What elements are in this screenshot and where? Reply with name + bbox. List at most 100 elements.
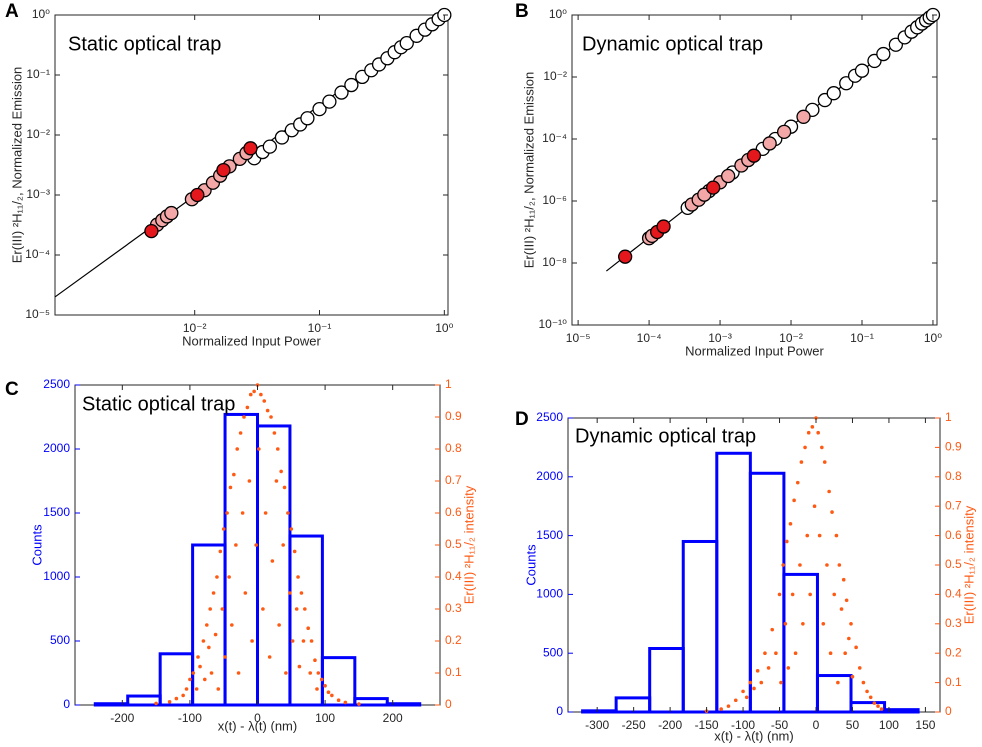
data-point xyxy=(344,77,359,93)
scatter-dot xyxy=(289,527,294,531)
scatter-dot xyxy=(837,563,842,567)
y-tick-label: 10⁻⁴ xyxy=(542,131,567,145)
scatter-dot xyxy=(250,639,254,643)
scatter-dot xyxy=(254,543,258,547)
scatter-dot xyxy=(308,671,313,675)
data-point xyxy=(876,46,891,62)
y-tick-label: 2000 xyxy=(536,469,563,483)
scatter-dot xyxy=(817,533,822,538)
x-tick-label: -50 xyxy=(771,718,789,732)
scatter-dot xyxy=(262,399,267,403)
y-tick-label: 10⁻² xyxy=(26,127,50,141)
scatter-dot xyxy=(719,707,723,711)
y-tick-label: 10⁻² xyxy=(543,69,567,83)
scatter-dot xyxy=(843,651,847,655)
scatter-dot xyxy=(211,591,216,595)
scatter-dot xyxy=(847,636,851,641)
scatter-dot xyxy=(798,563,802,567)
x-tick-label: -150 xyxy=(695,718,719,732)
histogram-bar xyxy=(320,656,357,707)
scatter-dot xyxy=(872,701,877,705)
scatter-dot xyxy=(336,698,341,702)
y-tick-label: 10⁻³ xyxy=(26,187,50,201)
y-tick-label: 500 xyxy=(543,645,563,659)
data-point xyxy=(746,148,762,163)
scatter-dot xyxy=(836,680,840,685)
scatter-dot xyxy=(223,655,227,659)
scatter-dot xyxy=(733,698,738,703)
scatter-dot xyxy=(830,510,834,514)
scatter-dot xyxy=(265,408,270,413)
scatter-dot xyxy=(286,511,290,515)
y2-tick-label: 0 xyxy=(945,704,952,718)
y2-tick-label: 0.5 xyxy=(445,537,462,551)
scatter-dot xyxy=(316,671,321,675)
y2-tick-label: 0.3 xyxy=(945,616,962,630)
scatter-dot xyxy=(793,651,798,655)
scatter-dot xyxy=(208,607,212,611)
scatter-dot xyxy=(174,696,179,701)
scatter-dot xyxy=(788,522,793,526)
scatter-dot xyxy=(313,658,317,662)
y2-axis-label: Er(III) ²H₁₁/₂ intensity xyxy=(961,505,976,624)
y-tick-label: 2000 xyxy=(43,441,70,455)
scatter-dot xyxy=(213,632,218,637)
y-tick-label: 10⁻⁸ xyxy=(542,255,567,269)
scatter-dot xyxy=(777,592,782,597)
scatter-dot xyxy=(221,527,226,531)
data-point xyxy=(190,187,205,203)
y2-tick-label: 0.4 xyxy=(445,569,462,583)
x-tick-label: 0 xyxy=(254,711,261,725)
scatter-dot xyxy=(216,687,221,691)
scatter-dot xyxy=(879,707,884,711)
scatter-dot xyxy=(297,664,302,669)
scatter-dot xyxy=(274,479,279,483)
x-tick-label: 10⁻⁵ xyxy=(566,331,591,345)
scatter-dot xyxy=(752,686,756,691)
scatter-dot xyxy=(839,607,844,611)
panel-label: C xyxy=(5,379,19,400)
y2-tick-label: 0.4 xyxy=(945,587,962,601)
scatter-dot xyxy=(261,607,265,611)
scatter-dot xyxy=(209,671,214,675)
scatter-dot xyxy=(207,645,211,650)
y2-tick-label: 0 xyxy=(445,697,452,711)
scatter-dot xyxy=(270,559,275,563)
x-tick-label: 10⁰ xyxy=(435,321,453,335)
scatter-dot xyxy=(759,680,764,685)
annotation: Static optical trap xyxy=(68,33,221,55)
histogram-bar xyxy=(815,674,853,714)
x-tick-label: 10⁰ xyxy=(924,331,942,345)
y2-tick-label: 0.8 xyxy=(945,469,962,483)
x-tick-label: 50 xyxy=(846,718,860,732)
y2-tick-label: 0.6 xyxy=(445,505,462,519)
y-axis-label: Er(III) ²H₁₁/₂, Normalized Emission xyxy=(9,67,24,264)
histogram-bar xyxy=(385,702,422,707)
x-tick-label: 100 xyxy=(879,718,899,732)
histogram-bar xyxy=(883,708,920,714)
scatter-dot xyxy=(319,677,324,682)
y-tick-label: 10⁰ xyxy=(32,7,50,21)
y2-tick-label: 0.9 xyxy=(945,440,962,454)
y2-tick-label: 0.3 xyxy=(445,601,462,615)
scatter-dot xyxy=(326,690,331,694)
scatter-dot xyxy=(188,677,192,682)
data-point xyxy=(312,101,327,117)
scatter-dot xyxy=(726,704,731,708)
x-tick-label: 10⁻² xyxy=(779,331,803,345)
data-point xyxy=(796,109,811,124)
scatter-dot xyxy=(201,639,206,643)
scatter-dot xyxy=(779,680,783,685)
scatter-dot xyxy=(234,543,238,547)
panel-label: A xyxy=(5,1,19,22)
scatter-dot xyxy=(821,622,826,626)
scatter-dot xyxy=(194,687,199,691)
scatter-dot xyxy=(184,687,189,691)
data-point xyxy=(144,223,159,239)
x-tick-label: 10⁻² xyxy=(183,321,207,335)
y2-tick-label: 0.7 xyxy=(445,473,462,487)
scatter-dot xyxy=(154,701,158,706)
x-tick-label: 10⁻¹ xyxy=(850,331,874,345)
scatter-dot xyxy=(861,680,866,685)
scatter-dot xyxy=(292,549,297,554)
